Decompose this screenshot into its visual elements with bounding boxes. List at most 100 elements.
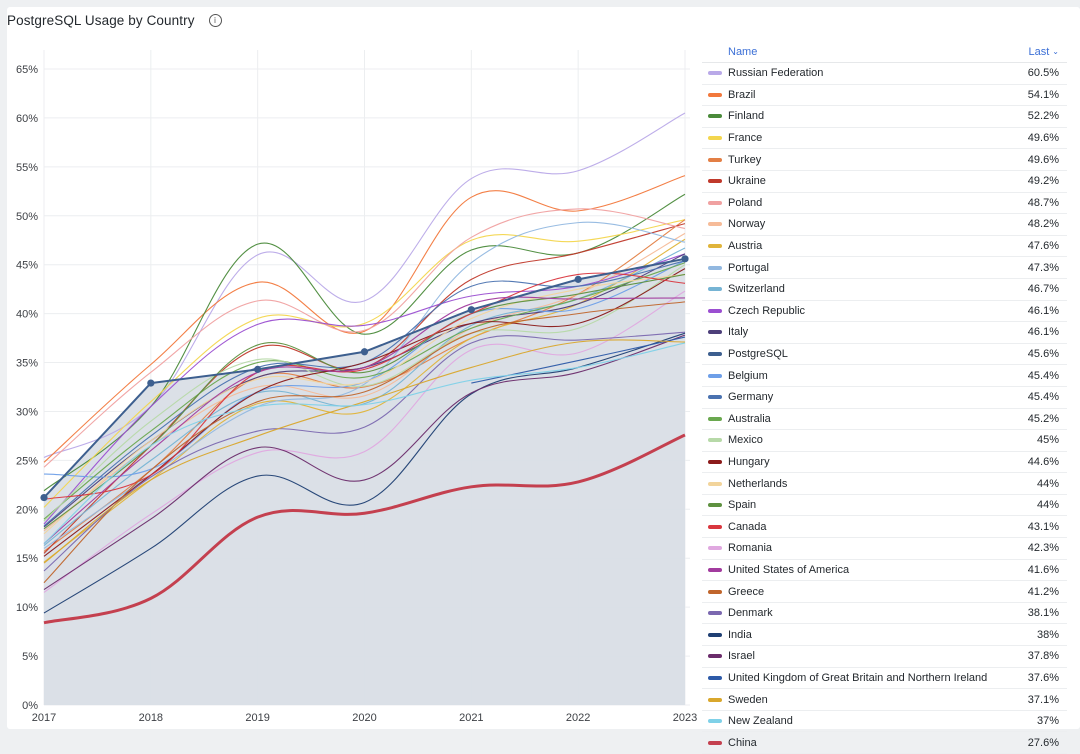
legend-row[interactable]: Italy 46.1% <box>702 322 1067 344</box>
series-line-greece[interactable] <box>43 301 686 584</box>
legend-series-last-value: 45% <box>1036 434 1059 447</box>
legend-series-name: Australia <box>728 412 771 425</box>
legend-row[interactable]: Hungary 44.6% <box>702 452 1067 474</box>
legend-row[interactable]: Australia 45.2% <box>702 409 1067 431</box>
legend-series-last-value: 48.2% <box>1027 218 1059 231</box>
series-color-swatch <box>708 222 722 227</box>
legend-series-name: Italy <box>728 326 749 339</box>
legend-series-name: Switzerland <box>728 283 785 296</box>
series-line-united-states-of-america[interactable] <box>43 296 686 544</box>
legend-series-last-value: 44% <box>1036 499 1059 512</box>
legend-name-header[interactable]: Name <box>728 45 758 58</box>
legend-series-last-value: 42.3% <box>1027 542 1059 555</box>
legend-row[interactable]: PostgreSQL 45.6% <box>702 344 1067 366</box>
y-axis-ticks: 0% 5% 10% 15% 20% 25% 30% 35% 40% 45% 50% 55% 60% 65% <box>16 64 38 712</box>
legend-row[interactable]: Romania 42.3% <box>702 538 1067 560</box>
series-color-swatch <box>708 546 722 551</box>
series-color-swatch <box>708 71 722 76</box>
legend-series-last-value: 46.7% <box>1027 283 1059 296</box>
series-color-swatch <box>708 459 722 464</box>
x-tick-label: 2017 <box>32 712 56 724</box>
series-color-swatch <box>708 481 722 486</box>
legend-series-last-value: 44.6% <box>1027 455 1059 468</box>
series-color-swatch <box>708 265 722 270</box>
x-tick-label: 2020 <box>352 712 376 724</box>
info-circle-icon[interactable]: i <box>208 13 222 27</box>
series-color-swatch <box>708 654 722 659</box>
legend-series-last-value: 41.6% <box>1027 563 1059 576</box>
legend-series-name: Netherlands <box>728 477 788 490</box>
legend-series-name: United Kingdom of Great Britain and Nort… <box>728 671 988 684</box>
legend-series-last-value: 37.6% <box>1027 671 1059 684</box>
legend-row[interactable]: Czech Republic 46.1% <box>702 301 1067 323</box>
legend-row[interactable]: India 38% <box>702 624 1067 647</box>
legend-series-name: Russian Federation <box>728 67 824 80</box>
series-line-united-kingdom-of-great-britain-and-northern-ireland[interactable] <box>471 336 686 384</box>
legend-row[interactable]: Spain 44% <box>702 495 1067 517</box>
legend-row[interactable]: Mexico 45% <box>702 430 1067 452</box>
legend-series-name: Norway <box>728 218 766 231</box>
legend-row[interactable]: Finland 52.2% <box>702 106 1067 128</box>
legend-row[interactable]: United States of America 41.6% <box>702 560 1067 582</box>
series-line-brazil[interactable] <box>43 175 686 463</box>
postgresql-point[interactable] <box>467 306 475 314</box>
legend-row[interactable]: Russian Federation 60.5% <box>702 63 1067 85</box>
series-line-denmark[interactable] <box>43 331 686 572</box>
panel-header: PostgreSQL Usage by Country i <box>7 8 222 32</box>
postgresql-point[interactable] <box>147 379 155 387</box>
series-line-new-zealand[interactable] <box>43 342 686 544</box>
series-line-canada[interactable] <box>43 272 686 501</box>
legend-row[interactable]: Norway 48.2% <box>702 214 1067 236</box>
legend-row[interactable]: Switzerland 46.7% <box>702 279 1067 301</box>
legend-series-name: Czech Republic <box>728 304 806 317</box>
series-line-israel[interactable] <box>43 334 686 591</box>
series-line-romania[interactable] <box>43 290 686 593</box>
legend-row[interactable]: Poland 48.7% <box>702 193 1067 215</box>
series-line-poland[interactable] <box>43 208 686 468</box>
legend-series-last-value: 47.6% <box>1027 240 1059 253</box>
legend-last-label: Last <box>1028 45 1050 58</box>
legend-row[interactable]: Israel 37.8% <box>702 646 1067 668</box>
legend-series-name: India <box>728 628 752 641</box>
legend-series-last-value: 37% <box>1036 715 1059 728</box>
postgresql-point[interactable] <box>360 348 369 356</box>
series-line-france[interactable] <box>43 219 686 508</box>
legend-row[interactable]: Belgium 45.4% <box>702 365 1067 387</box>
legend-series-last-value: 37.8% <box>1027 650 1059 663</box>
series-color-swatch <box>708 567 722 572</box>
postgresql-point[interactable] <box>40 493 48 502</box>
legend-row[interactable]: Netherlands 44% <box>702 473 1067 495</box>
legend-row[interactable]: Greece 41.2% <box>702 581 1067 603</box>
legend-row[interactable]: Sweden 37.1% <box>702 689 1067 711</box>
legend-row[interactable]: Canada 43.1% <box>702 516 1067 539</box>
legend-row[interactable]: Denmark 38.1% <box>702 603 1067 625</box>
series-line-mexico[interactable] <box>43 264 686 522</box>
series-color-swatch <box>708 438 722 443</box>
legend-row[interactable]: Germany 45.4% <box>702 387 1067 409</box>
legend-row[interactable]: Austria 47.6% <box>702 236 1067 258</box>
series-color-swatch <box>708 675 722 680</box>
postgresql-point[interactable] <box>254 365 262 373</box>
line-chart[interactable]: 0% 5% 10% 15% 20% 25% 30% 35% 40% 45% 50% 55% 60% 65%… <box>0 0 700 736</box>
legend-series-name: Greece <box>728 585 765 598</box>
legend-row[interactable]: Turkey 49.6% <box>702 149 1067 171</box>
legend-row[interactable]: Brazil 54.1% <box>702 85 1067 107</box>
legend-row[interactable]: New Zealand 37% <box>702 711 1067 733</box>
series-line-china[interactable] <box>43 433 686 625</box>
legend-series-last-value: 60.5% <box>1027 67 1059 80</box>
legend-series-name: Brazil <box>728 88 756 101</box>
legend-row[interactable]: Ukraine 49.2% <box>702 171 1067 193</box>
series-color-swatch <box>708 287 722 292</box>
legend-row[interactable]: France 49.6% <box>702 128 1067 150</box>
series-line-netherlands[interactable] <box>43 273 686 535</box>
legend-row[interactable]: United Kingdom of Great Britain and Nort… <box>702 668 1067 690</box>
series-color-swatch <box>708 632 722 637</box>
y-tick-label: 5% <box>22 651 38 663</box>
y-tick-label: 0% <box>22 700 38 712</box>
postgresql-point[interactable] <box>574 275 582 283</box>
legend-series-name: Sweden <box>728 693 768 706</box>
legend-row[interactable]: Portugal 47.3% <box>702 257 1067 279</box>
postgresql-point[interactable] <box>681 255 689 263</box>
series-line-sweden[interactable] <box>43 339 686 564</box>
legend-last-header[interactable]: Last ⌄ <box>1029 46 1060 58</box>
